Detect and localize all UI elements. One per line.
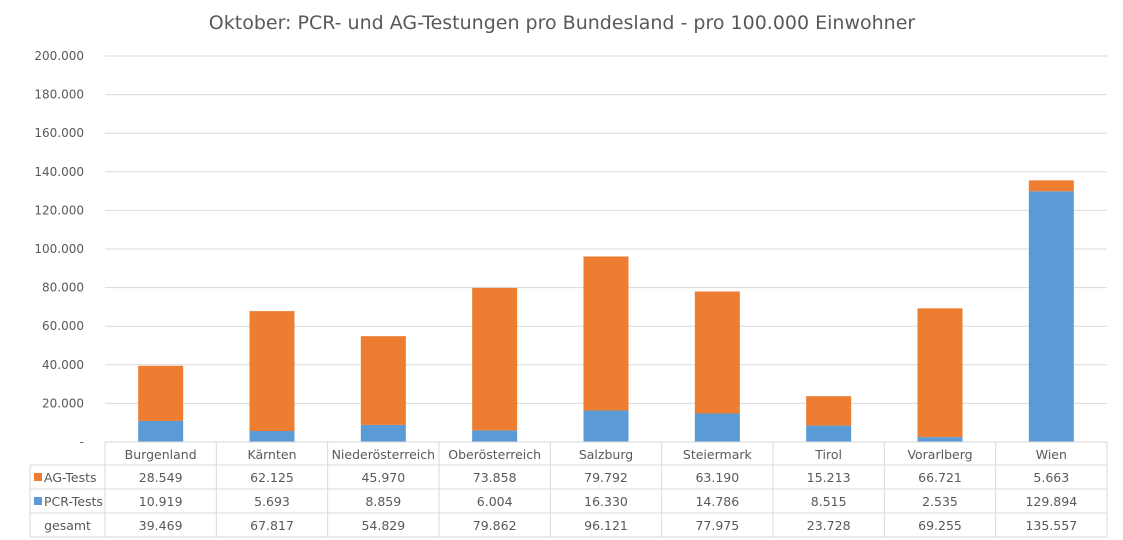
category-label: Vorarlberg xyxy=(907,447,972,462)
table-cell-value: 5.663 xyxy=(1033,470,1069,485)
y-tick-label: - xyxy=(80,435,84,449)
category-label: Burgenland xyxy=(125,447,197,462)
y-tick-label: 60.000 xyxy=(42,319,84,333)
bar-ag-tests-8 xyxy=(1028,180,1074,192)
table-cell-value: 16.330 xyxy=(584,494,628,509)
legend-label: AG-Tests xyxy=(44,470,97,485)
category-label: Wien xyxy=(1036,447,1067,462)
legend-key-pcr-tests xyxy=(34,497,42,505)
table-cell-value: 10.919 xyxy=(139,494,183,509)
table-cell-value: 63.190 xyxy=(695,470,739,485)
table-cell-value: 54.829 xyxy=(361,518,405,533)
bar-ag-tests-6 xyxy=(806,396,852,426)
table-cell-value: 5.693 xyxy=(254,494,290,509)
y-tick-label: 160.000 xyxy=(34,126,84,140)
y-tick-label: 40.000 xyxy=(42,358,84,372)
bar-pcr-tests-5 xyxy=(694,413,740,442)
table-cell-value: 66.721 xyxy=(918,470,962,485)
bar-ag-tests-1 xyxy=(249,311,295,432)
bar-pcr-tests-7 xyxy=(917,437,963,442)
y-tick-label: 180.000 xyxy=(34,88,84,102)
table-cell-value: 73.858 xyxy=(473,470,517,485)
bar-ag-tests-0 xyxy=(138,365,184,421)
y-tick-label: 80.000 xyxy=(42,281,84,295)
table-cell-value: 39.469 xyxy=(139,518,183,533)
table-cell-value: 77.975 xyxy=(695,518,739,533)
table-cell-value: 2.535 xyxy=(922,494,958,509)
bar-pcr-tests-1 xyxy=(249,431,295,442)
category-label: Kärnten xyxy=(248,447,297,462)
table-cell-value: 14.786 xyxy=(695,494,739,509)
category-label: Salzburg xyxy=(579,447,633,462)
bar-pcr-tests-2 xyxy=(360,424,406,442)
y-tick-label: 200.000 xyxy=(34,49,84,63)
category-label: Steiermark xyxy=(683,447,753,462)
table-cell-value: 135.557 xyxy=(1025,518,1077,533)
bar-ag-tests-3 xyxy=(472,287,518,431)
table-cell-value: 8.515 xyxy=(811,494,847,509)
table-cell-value: 67.817 xyxy=(250,518,294,533)
table-cell-value: 15.213 xyxy=(807,470,851,485)
bar-ag-tests-7 xyxy=(917,308,963,438)
category-label: Tirol xyxy=(814,447,842,462)
bar-ag-tests-2 xyxy=(360,336,406,425)
legend-key-ag-tests xyxy=(34,473,42,481)
table-cell-value: 69.255 xyxy=(918,518,962,533)
y-tick-label: 20.000 xyxy=(42,396,84,410)
y-tick-label: 120.000 xyxy=(34,203,84,217)
bar-pcr-tests-4 xyxy=(583,410,629,442)
table-cell-value: 8.859 xyxy=(365,494,401,509)
row-label: gesamt xyxy=(44,518,91,533)
category-label: Oberösterreich xyxy=(448,447,541,462)
table-cell-value: 6.004 xyxy=(477,494,513,509)
y-tick-label: 140.000 xyxy=(34,165,84,179)
table-cell-value: 62.125 xyxy=(250,470,294,485)
bar-ag-tests-4 xyxy=(583,256,629,411)
category-label: Niederösterreich xyxy=(332,447,436,462)
bar-ag-tests-5 xyxy=(694,291,740,414)
chart-title: Oktober: PCR- und AG-Testungen pro Bunde… xyxy=(209,12,916,34)
bar-pcr-tests-8 xyxy=(1028,191,1074,442)
table-cell-value: 79.862 xyxy=(473,518,517,533)
table-cell-value: 129.894 xyxy=(1025,494,1077,509)
bar-pcr-tests-6 xyxy=(806,425,852,442)
table-cell-value: 79.792 xyxy=(584,470,628,485)
legend-label: PCR-Tests xyxy=(44,494,103,509)
bar-pcr-tests-0 xyxy=(138,420,184,442)
y-tick-label: 100.000 xyxy=(34,242,84,256)
table-cell-value: 96.121 xyxy=(584,518,628,533)
table-cell-value: 23.728 xyxy=(807,518,851,533)
bar-pcr-tests-3 xyxy=(472,430,518,442)
table-cell-value: 45.970 xyxy=(361,470,405,485)
table-cell-value: 28.549 xyxy=(139,470,183,485)
